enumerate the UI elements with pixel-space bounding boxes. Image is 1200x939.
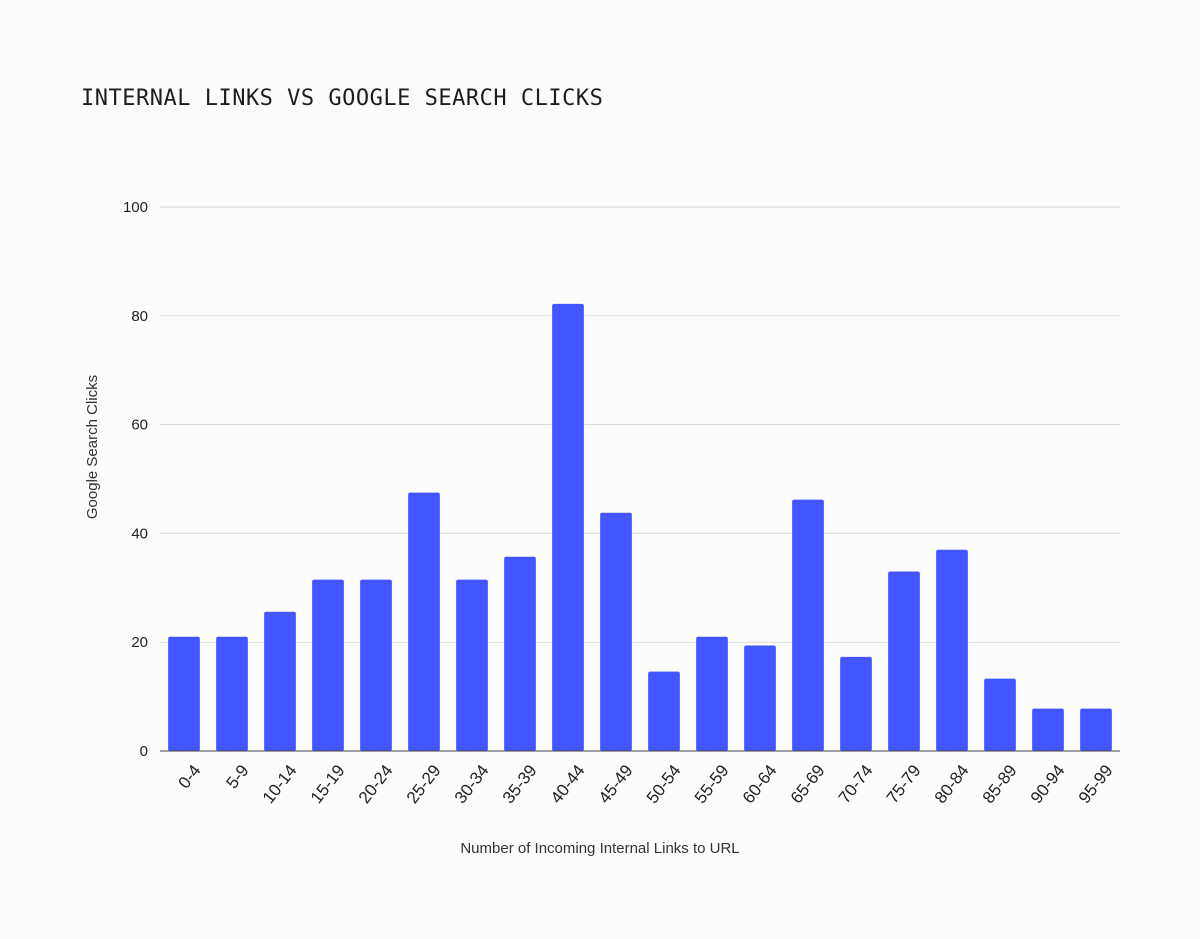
y-axis-ticks: 0 20 40 60 80 100 [123, 199, 148, 760]
x-tick-label: 85-89 [979, 761, 1021, 807]
x-tick-label: 50-54 [643, 761, 685, 807]
bar-15-19 [312, 579, 344, 751]
bar-80-84 [936, 549, 968, 751]
y-tick-label: 40 [131, 525, 148, 542]
y-tick-label: 20 [131, 634, 148, 651]
y-tick-label: 0 [140, 743, 148, 760]
y-axis-title: Google Search Clicks [84, 375, 101, 519]
x-axis-title: Number of Incoming Internal Links to URL [460, 840, 739, 857]
x-tick-label: 20-24 [355, 761, 397, 807]
y-tick-label: 80 [131, 308, 148, 325]
x-tick-label: 60-64 [739, 761, 781, 807]
bar-90-94 [1032, 708, 1064, 751]
y-tick-label: 60 [131, 417, 148, 434]
x-tick-label: 55-59 [691, 761, 733, 807]
bar-20-24 [360, 579, 392, 751]
bar-70-74 [840, 656, 872, 751]
x-tick-label: 45-49 [595, 761, 637, 807]
x-tick-label: 25-29 [403, 761, 445, 807]
bar-25-29 [408, 492, 440, 751]
x-tick-label: 35-39 [499, 761, 541, 807]
x-tick-label: 90-94 [1027, 761, 1069, 807]
x-tick-label: 10-14 [259, 761, 301, 807]
x-tick-label: 40-44 [547, 761, 589, 807]
bar-30-34 [456, 579, 488, 751]
x-tick-label: 80-84 [931, 761, 973, 807]
chart-title: INTERNAL LINKS VS GOOGLE SEARCH CLICKS [81, 86, 604, 111]
x-tick-label: 75-79 [883, 761, 925, 807]
x-tick-label: 5-9 [223, 761, 253, 792]
gridlines [160, 206, 1120, 643]
bars [168, 303, 1112, 751]
y-tick-label: 100 [123, 199, 148, 216]
bar-10-14 [264, 611, 296, 751]
bar-85-89 [984, 678, 1016, 751]
bar-45-49 [600, 512, 632, 751]
x-axis-ticks: 0-4 5-9 10-14 15-19 20-24 25-29 30-34 35-39 40-4… [175, 761, 1117, 807]
x-tick-label: 70-74 [835, 761, 877, 807]
bar-40-44 [552, 303, 584, 751]
bar-50-54 [648, 671, 680, 751]
bar-60-64 [744, 645, 776, 751]
bar-75-79 [888, 571, 920, 751]
bar-55-59 [696, 636, 728, 751]
bar-95-99 [1080, 708, 1112, 751]
x-tick-label: 15-19 [307, 761, 349, 807]
bar-5-9 [216, 636, 248, 751]
bar-35-39 [504, 556, 536, 751]
x-tick-label: 65-69 [787, 761, 829, 807]
bar-65-69 [792, 499, 824, 751]
bar-0-4 [168, 636, 200, 751]
x-tick-label: 95-99 [1075, 761, 1117, 807]
x-tick-label: 30-34 [451, 761, 493, 807]
x-tick-label: 0-4 [175, 761, 205, 792]
